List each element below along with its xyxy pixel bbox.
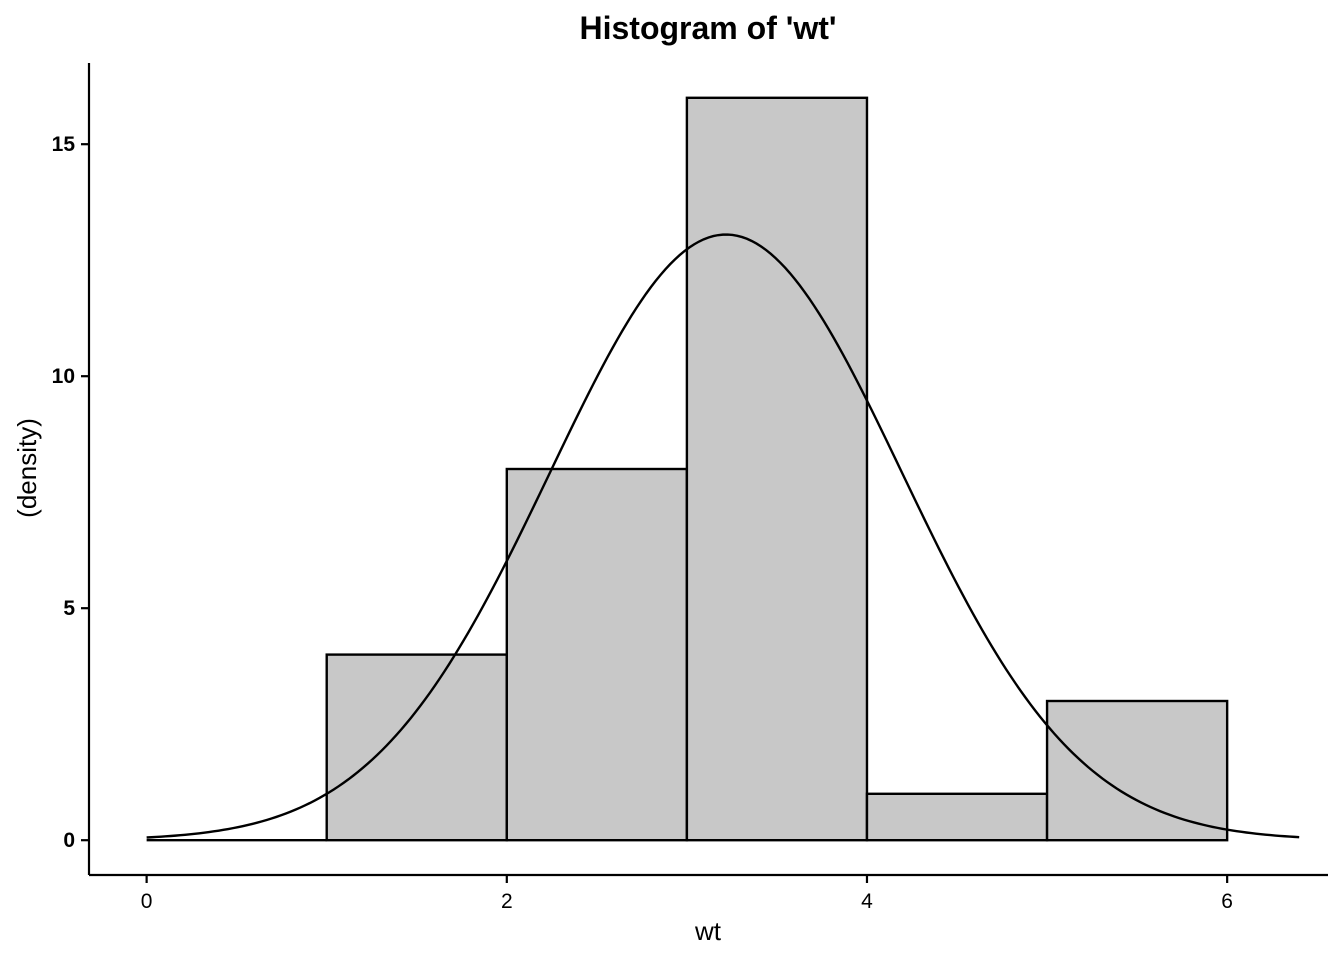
histogram-bar-2: [685, 96, 869, 842]
y-axis-ticks: 0 5 10 15: [52, 133, 89, 852]
x-tick-label: 6: [1221, 890, 1233, 913]
axes: [87, 63, 1328, 877]
histogram-bars: [325, 96, 1229, 842]
x-axis-title: wt: [694, 916, 722, 946]
density-curve-layer: [146, 233, 1300, 839]
y-tick-label: 5: [63, 597, 75, 620]
y-tick-label: 15: [52, 133, 76, 156]
density-curve: [146, 233, 1300, 839]
y-tick-label: 10: [52, 365, 75, 388]
x-axis-ticks: 0 2 4 6: [141, 875, 1233, 913]
y-tick-label: 0: [63, 829, 75, 852]
histogram-bar-3: [865, 792, 1049, 842]
x-tick-label: 4: [861, 890, 873, 913]
y-axis-title: (density): [12, 418, 42, 518]
x-tick-label: 2: [501, 890, 513, 913]
histogram-bar-0: [325, 653, 509, 842]
chart-title: Histogram of 'wt': [580, 10, 837, 46]
x-tick-label: 0: [141, 890, 153, 913]
histogram-bar-1: [505, 467, 689, 842]
histogram-bar-4: [1045, 699, 1229, 842]
